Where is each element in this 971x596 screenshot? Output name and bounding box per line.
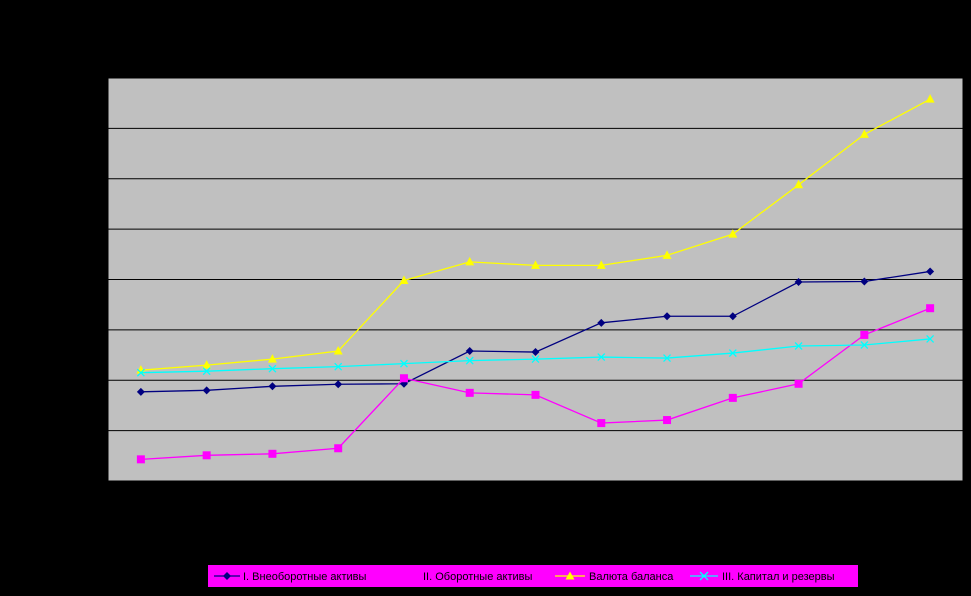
- data-point: [465, 388, 474, 397]
- series-4: [136, 334, 935, 377]
- data-point: [267, 354, 277, 363]
- data-point: [859, 129, 869, 138]
- data-point: [662, 250, 672, 259]
- data-point: [728, 393, 737, 402]
- data-point: [596, 260, 606, 269]
- data-point: [399, 374, 408, 383]
- data-point: [597, 419, 606, 428]
- data-point: [794, 179, 804, 189]
- series-2: [136, 304, 935, 464]
- data-point: [926, 334, 935, 343]
- data-point: [531, 260, 540, 269]
- plot-area-border: [107, 77, 964, 482]
- data-point: [202, 360, 212, 369]
- data-point: [465, 256, 475, 266]
- data-point: [268, 449, 277, 458]
- data-point: [794, 278, 803, 287]
- data-point: [202, 367, 211, 376]
- data-point: [334, 444, 343, 453]
- data-point: [663, 354, 671, 363]
- data-point: [334, 362, 343, 371]
- data-point: [860, 341, 869, 349]
- data-point: [926, 267, 935, 276]
- data-point: [268, 364, 277, 373]
- legend-label-1: I. Внеоборотные активы: [243, 571, 367, 583]
- data-point: [531, 390, 540, 399]
- data-point: [794, 342, 803, 350]
- legend-label-2: II. Оборотные активы: [423, 571, 532, 583]
- data-point: [334, 380, 343, 389]
- gridlines: [108, 127, 963, 432]
- legend-item-4: III. Капитал и резервы: [690, 571, 835, 583]
- data-point: [860, 330, 869, 339]
- data-point: [400, 359, 408, 368]
- data-point: [597, 353, 606, 362]
- legend-box: [208, 565, 858, 587]
- legend-item-1: I. Внеоборотные активы: [214, 571, 367, 583]
- data-point: [926, 304, 935, 313]
- data-point: [136, 368, 145, 377]
- data-point: [268, 382, 277, 391]
- data-point: [794, 379, 803, 388]
- diamond-marker-icon: [223, 572, 231, 580]
- data-point: [860, 277, 869, 286]
- data-point: [465, 356, 474, 365]
- data-point: [925, 94, 935, 103]
- series-layer: [136, 94, 935, 464]
- legend: I. Внеоборотные активы II. Оборотные акт…: [208, 565, 858, 587]
- triangle-marker-icon: [565, 571, 575, 580]
- data-point: [202, 386, 211, 395]
- data-point: [333, 346, 343, 355]
- data-point: [136, 387, 145, 396]
- data-point: [728, 229, 738, 238]
- legend-item-2: II. Оборотные активы: [394, 571, 532, 583]
- data-point: [136, 365, 146, 374]
- legend-label-4: III. Капитал и резервы: [722, 571, 835, 583]
- data-point: [663, 416, 672, 425]
- data-point: [465, 347, 474, 356]
- series-3: [136, 94, 935, 374]
- data-point: [663, 312, 672, 321]
- data-point: [728, 312, 737, 321]
- data-point: [136, 455, 145, 464]
- square-marker-icon: [403, 572, 411, 580]
- data-point: [597, 318, 606, 327]
- data-point: [728, 349, 737, 358]
- data-point: [202, 451, 211, 460]
- data-point: [531, 355, 540, 364]
- data-point: [399, 275, 409, 285]
- legend-item-3: Валюта баланса: [555, 571, 674, 583]
- data-point: [531, 348, 540, 357]
- legend-label-3: Валюта баланса: [589, 571, 674, 583]
- x-marker-icon: [699, 571, 709, 581]
